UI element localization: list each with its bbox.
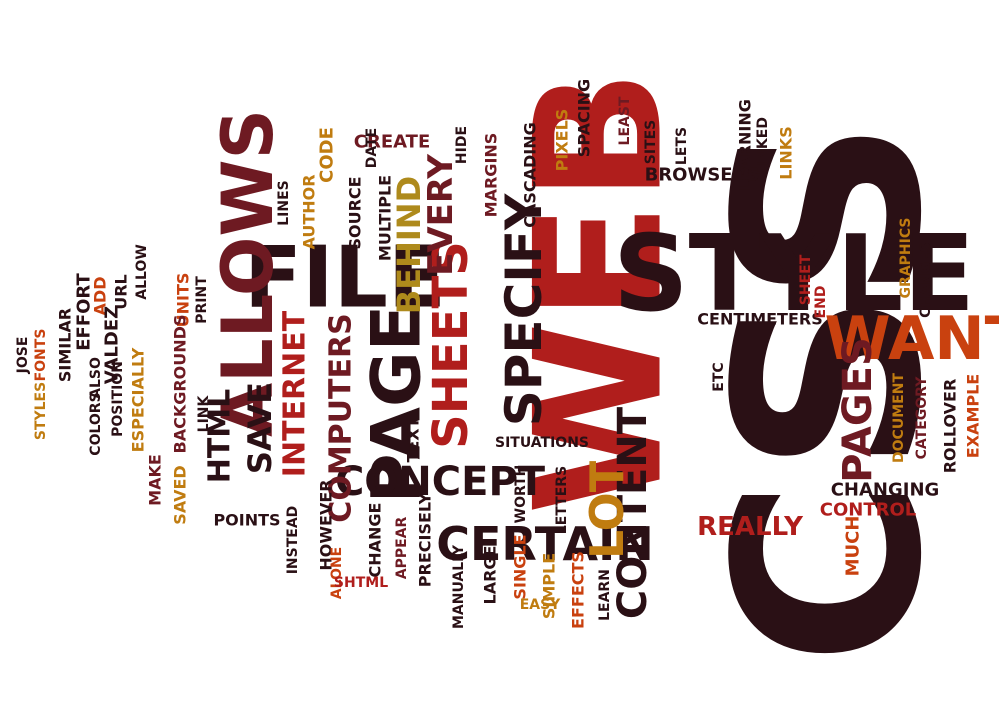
word-situations: SITUATIONS — [495, 435, 589, 451]
word-learning: LEARNING — [736, 99, 755, 191]
word-margins: MARGINS — [482, 133, 501, 218]
word-lot: LOT — [580, 460, 634, 559]
word-much: MUCH — [843, 516, 864, 577]
word-graphics: GRAPHICS — [898, 218, 914, 299]
word-concept: CONCEPT — [335, 459, 546, 505]
word-easy: EASY — [520, 597, 561, 613]
word-links: LINKS — [777, 126, 796, 179]
word-save: SAVE — [241, 382, 279, 474]
word-computers: COMPUTERS — [324, 313, 359, 522]
word-allow: ALLOW — [134, 244, 150, 300]
word-alone: ALONE — [329, 547, 345, 599]
word-spacing: SPACING — [575, 79, 594, 157]
word-content: CONTENT — [610, 406, 656, 619]
word-multiple: MULTIPLE — [376, 175, 395, 261]
word-etc: ETC — [711, 362, 727, 391]
word-add: ADD — [91, 277, 110, 316]
word-cascading: CASCADING — [521, 122, 540, 228]
word-precisely: PRECISELY — [416, 492, 435, 587]
word-manually: MANUALLY — [451, 544, 467, 629]
word-web: WEB — [499, 69, 702, 515]
word-effects: EFFECTS — [569, 551, 588, 629]
word-really: REALLY — [697, 512, 804, 542]
word-example: EXAMPLE — [964, 374, 983, 458]
word-allows: ALLOWS — [207, 109, 289, 437]
word-create: CREATE — [354, 132, 430, 153]
word-category: CATEGORY — [914, 376, 930, 460]
word-every: EVERY — [421, 154, 461, 276]
word-internet: INTERNET — [278, 310, 313, 477]
word-url: URL — [112, 274, 131, 310]
word-pixels: PIXELS — [553, 109, 572, 172]
word-colors: COLORS — [88, 392, 104, 455]
word-make: MAKE — [146, 454, 165, 506]
word-end: END — [813, 286, 829, 319]
word-learn: LEARN — [597, 569, 613, 621]
word-change: CHANGE — [366, 503, 385, 578]
word-code: CODE — [317, 127, 338, 183]
word-single: SINGLE — [511, 534, 530, 599]
word-hide: HIDE — [454, 126, 470, 164]
word-backgrounds: BACKGROUNDS — [171, 315, 190, 454]
word-rollover: ROLLOVER — [941, 379, 960, 474]
word-centimeters: CENTIMETERS — [697, 310, 822, 329]
word-least: LEAST — [617, 96, 633, 145]
word-however: HOWEVER — [317, 479, 336, 570]
word-position: POSITION — [110, 361, 126, 437]
word-units: UNITS — [174, 273, 193, 328]
word-file: FILE — [244, 229, 446, 328]
word-lines: LINES — [276, 180, 292, 226]
word-letters: LETTERS — [554, 466, 570, 534]
word-pages: PAGES — [835, 337, 881, 483]
word-sheet: SHEET — [798, 254, 814, 305]
word-style: STYLE — [613, 213, 975, 335]
word-certain: CERTAIN — [436, 517, 654, 571]
word-specify: SPECIFY — [495, 193, 553, 426]
word-large: LARGE — [481, 546, 500, 605]
word-page: PAGE — [358, 305, 437, 504]
word-changes: CHANGES — [918, 242, 934, 318]
word-lets: LETS — [674, 127, 690, 165]
word-text: TEXT — [404, 417, 423, 462]
word-fonts: FONTS — [33, 329, 49, 382]
word-changing: CHANGING — [831, 480, 940, 501]
word-author: AUTHOR — [300, 174, 319, 249]
word-also: ALSO — [88, 357, 104, 399]
word-shtml: SHTML — [334, 575, 388, 591]
word-source: SOURCE — [346, 176, 365, 249]
word-browsers: BROWSERS — [645, 165, 760, 186]
word-want: WANT — [824, 304, 999, 374]
word-styles: STYLES — [33, 382, 49, 440]
word-control: CONTROL — [820, 500, 917, 521]
word-instead: INSTEAD — [285, 506, 301, 575]
word-simple: SIMPLE — [540, 553, 559, 619]
word-especially: ESPECIALLY — [129, 347, 148, 452]
word-document: DOCUMENT — [891, 373, 907, 463]
word-valdez: VALDEZ — [102, 306, 123, 384]
word-similar: SIMILAR — [56, 308, 75, 382]
word-worth: WORTH — [513, 465, 529, 524]
word-points: POINTS — [213, 511, 280, 530]
word-sites: SITES — [643, 120, 659, 165]
word-link: LINK — [196, 395, 212, 433]
word-jose: JOSE — [15, 337, 31, 375]
word-saved: SAVED — [171, 465, 190, 524]
word-sheets: SHEETS — [423, 241, 479, 449]
word-linked: LINKED — [755, 117, 771, 175]
word-appear: APPEAR — [394, 517, 410, 580]
word-print: PRINT — [194, 276, 210, 324]
word-effort: EFFORT — [74, 273, 95, 351]
word-css: CSS — [682, 118, 979, 666]
word-html: HTML — [203, 389, 238, 484]
word-date: DATE — [364, 128, 380, 168]
word-behind: BEHIND — [390, 176, 428, 314]
